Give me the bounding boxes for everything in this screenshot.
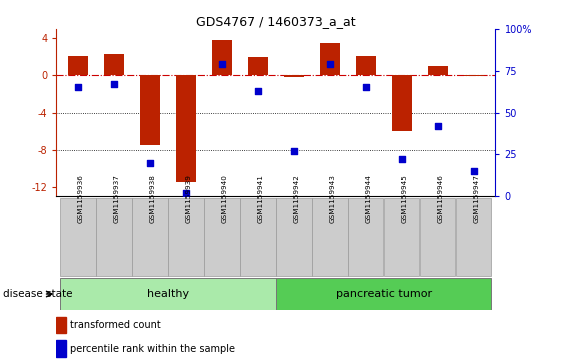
Point xyxy=(325,61,334,67)
Text: GSM1159946: GSM1159946 xyxy=(438,174,444,223)
FancyBboxPatch shape xyxy=(384,197,419,276)
FancyBboxPatch shape xyxy=(168,197,203,276)
Text: GSM1159936: GSM1159936 xyxy=(78,174,84,223)
Bar xyxy=(140,76,160,145)
Bar xyxy=(212,40,232,76)
Text: disease state: disease state xyxy=(3,289,72,299)
FancyBboxPatch shape xyxy=(240,197,275,276)
FancyBboxPatch shape xyxy=(96,197,132,276)
FancyBboxPatch shape xyxy=(275,278,491,310)
FancyBboxPatch shape xyxy=(456,197,491,276)
FancyBboxPatch shape xyxy=(348,197,383,276)
Bar xyxy=(68,56,88,76)
FancyBboxPatch shape xyxy=(132,197,168,276)
Point xyxy=(181,190,190,196)
Text: healthy: healthy xyxy=(147,289,189,299)
Text: GSM1159938: GSM1159938 xyxy=(150,174,156,223)
Bar xyxy=(248,57,268,76)
Point xyxy=(253,88,262,94)
Text: GSM1159944: GSM1159944 xyxy=(366,174,372,223)
Bar xyxy=(104,54,124,76)
FancyBboxPatch shape xyxy=(420,197,455,276)
Text: GSM1159943: GSM1159943 xyxy=(330,174,336,223)
FancyBboxPatch shape xyxy=(60,278,275,310)
Point xyxy=(397,156,406,162)
Point xyxy=(470,168,479,174)
FancyBboxPatch shape xyxy=(276,197,311,276)
Text: GSM1159947: GSM1159947 xyxy=(474,174,480,223)
Point xyxy=(109,81,118,87)
Text: GSM1159942: GSM1159942 xyxy=(294,174,300,223)
Point xyxy=(361,85,370,90)
Text: GSM1159937: GSM1159937 xyxy=(114,174,120,223)
Text: transformed count: transformed count xyxy=(70,320,161,330)
Bar xyxy=(356,56,376,76)
Bar xyxy=(320,43,339,76)
Point xyxy=(217,61,226,67)
FancyBboxPatch shape xyxy=(204,197,239,276)
Title: GDS4767 / 1460373_a_at: GDS4767 / 1460373_a_at xyxy=(196,15,356,28)
Text: GSM1159945: GSM1159945 xyxy=(402,174,408,223)
Bar xyxy=(56,317,66,333)
FancyBboxPatch shape xyxy=(312,197,347,276)
Text: GSM1159940: GSM1159940 xyxy=(222,174,228,223)
Text: percentile rank within the sample: percentile rank within the sample xyxy=(70,344,235,354)
Point xyxy=(73,85,82,90)
Text: GSM1159941: GSM1159941 xyxy=(258,174,264,223)
Bar xyxy=(56,340,66,357)
Bar xyxy=(428,66,448,76)
Bar xyxy=(392,76,412,131)
Text: GSM1159939: GSM1159939 xyxy=(186,174,192,223)
FancyBboxPatch shape xyxy=(60,197,96,276)
Point xyxy=(434,123,443,129)
Text: pancreatic tumor: pancreatic tumor xyxy=(336,289,432,299)
Bar xyxy=(176,76,196,182)
Point xyxy=(145,160,154,166)
Bar xyxy=(284,76,304,77)
Point xyxy=(289,148,298,154)
